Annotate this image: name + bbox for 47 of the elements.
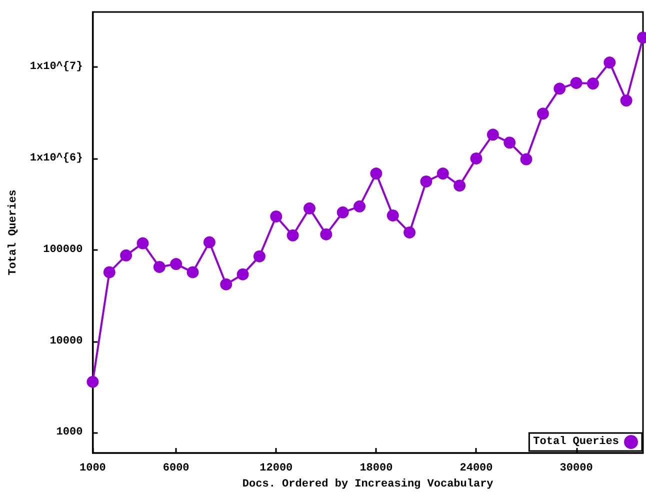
point (536, 108, 549, 120)
point (253, 250, 266, 262)
x-tick-label: 18000 (360, 462, 393, 474)
point (454, 180, 466, 192)
point (420, 175, 432, 188)
x-tick-label: 1000 (80, 462, 106, 474)
point (136, 237, 149, 250)
y-tick-label: 1000 (56, 426, 83, 439)
point (203, 236, 216, 248)
x-tick-label: 30000 (560, 462, 593, 474)
point (554, 82, 566, 95)
y-tick-label: 10000 (50, 335, 83, 348)
x-axis-title: Docs. Ordered by Increasing Vocabulary (242, 478, 494, 490)
point (620, 94, 632, 107)
y-tick-label: 100000 (43, 244, 83, 256)
x-tick-label: 12000 (260, 462, 293, 474)
point (186, 266, 199, 278)
point (486, 128, 499, 141)
point (520, 153, 532, 166)
point (386, 209, 399, 222)
point (86, 376, 99, 388)
point (586, 78, 599, 90)
point (470, 152, 482, 164)
point (354, 200, 366, 212)
point (286, 229, 299, 242)
point (220, 278, 232, 290)
point (170, 258, 182, 270)
point (304, 202, 316, 214)
legend-label: Total Queries (533, 436, 619, 448)
point (370, 168, 382, 180)
x-tick-label: 6000 (162, 462, 190, 474)
point (336, 206, 349, 218)
point (236, 268, 249, 280)
point (320, 228, 332, 240)
point (404, 226, 416, 238)
point (570, 76, 582, 89)
point (504, 136, 516, 149)
y-axis-title: Total Queries (8, 190, 20, 276)
point (103, 266, 116, 278)
x-tick-label: 24000 (460, 462, 493, 474)
point (436, 168, 449, 180)
point (604, 56, 616, 69)
point (270, 210, 282, 222)
y-tick-label: 1x10^{6} (30, 152, 83, 164)
point (120, 249, 132, 262)
y-tick-label: 1x10^{7} (30, 61, 83, 74)
point (153, 260, 166, 273)
